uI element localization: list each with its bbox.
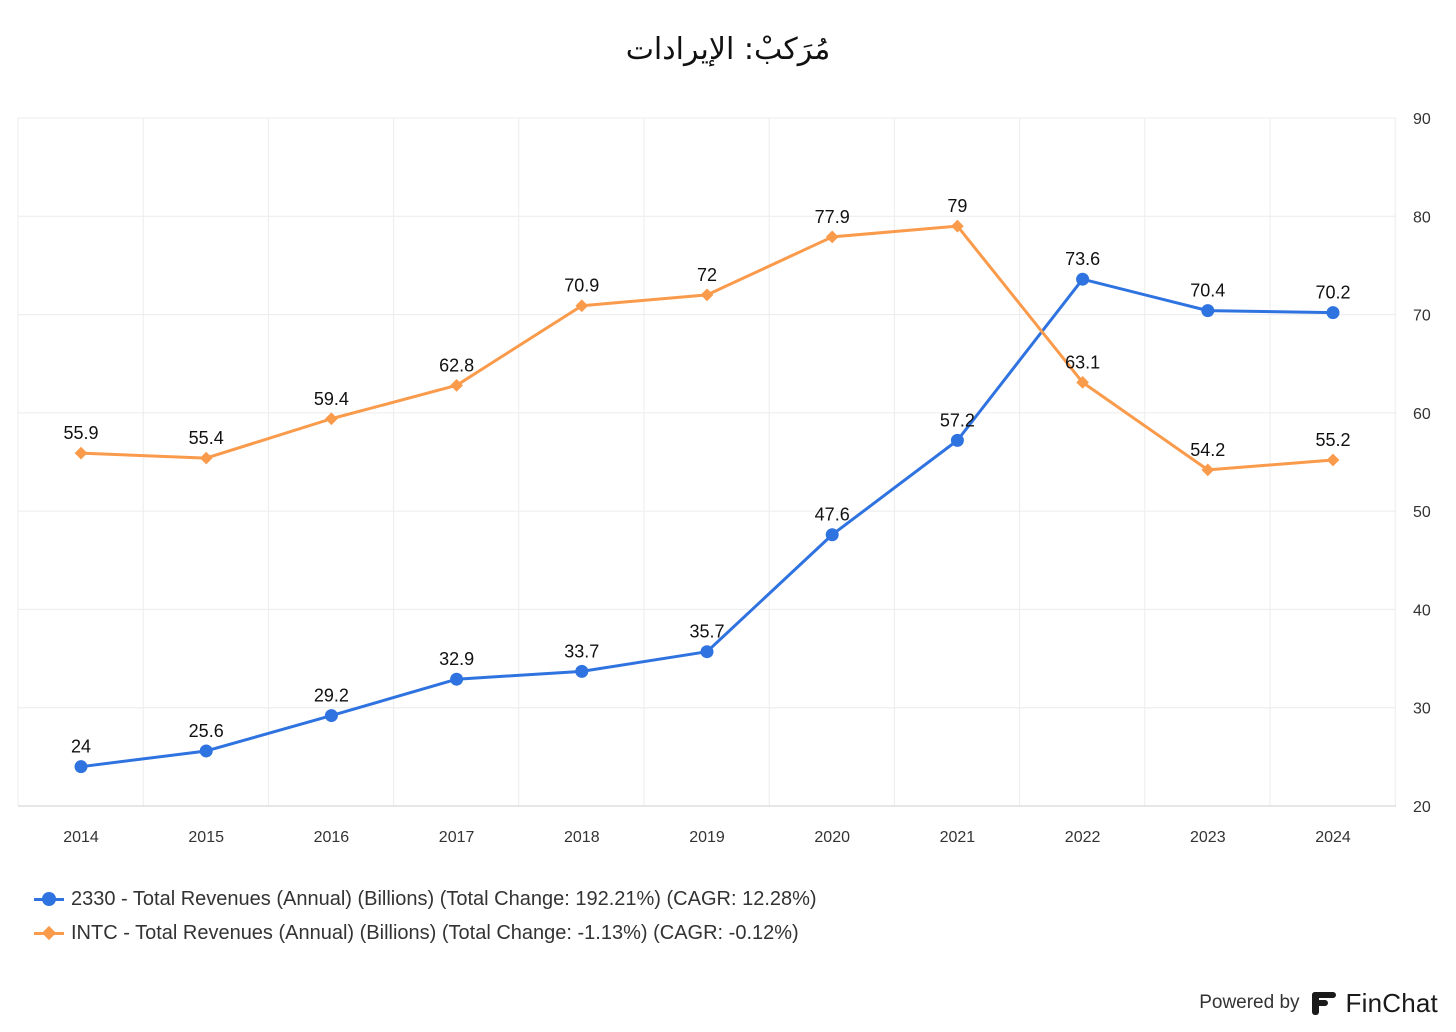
y-tick-label: 50 [1413,504,1431,521]
series-1: 55.9 55.4 59.4 62.8 70.9 72 77.9 79 63.1 54.2 55.2 [63,196,1351,477]
data-point[interactable] [1326,453,1340,467]
data-point[interactable] [199,451,213,465]
data-label: 63.1 [1065,352,1100,372]
data-label: 32.9 [439,649,474,669]
data-point[interactable] [950,433,964,447]
data-point[interactable] [575,664,589,678]
data-label: 24 [71,737,91,757]
data-point[interactable] [1326,306,1340,320]
data-label: 77.9 [815,207,850,227]
y-tick-label: 40 [1413,602,1431,619]
data-label: 47.6 [815,505,850,525]
x-tick-label: 2024 [1315,829,1351,846]
finchat-brand-name: FinChat [1345,987,1438,1018]
powered-by[interactable]: Powered by FinChat [1199,986,1438,1020]
legend-item-2330[interactable]: 2330 - Total Revenues (Annual) (Billions… [34,882,817,916]
data-point[interactable] [450,378,463,392]
x-axis: 2014 2015 2016 2017 2018 2019 2020 2021 2022 2023… [63,829,1351,846]
data-point[interactable] [700,645,714,659]
data-label: 25.6 [189,721,224,741]
series: 24 25.6 29.2 32.9 33.7 35.7 47.6 57.2 73.6 70.4 70… [63,196,1351,774]
x-tick-label: 2021 [940,829,976,846]
data-label: 70.4 [1190,281,1225,301]
y-tick-label: 80 [1413,209,1431,226]
x-tick-label: 2018 [564,829,600,846]
data-label: 70.9 [564,276,599,296]
x-tick-label: 2019 [689,829,725,846]
data-label: 33.7 [564,641,599,661]
data-label: 35.7 [689,622,724,642]
data-label: 55.4 [189,428,224,448]
data-label: 54.2 [1190,440,1225,460]
x-tick-label: 2020 [814,829,850,846]
data-point[interactable] [325,412,338,426]
data-point[interactable] [324,709,338,723]
x-tick-label: 2023 [1190,829,1226,846]
y-tick-label: 20 [1413,799,1431,816]
x-tick-label: 2015 [188,829,224,846]
y-axis: 20 30 40 50 60 70 80 90 [1413,111,1431,816]
data-point[interactable] [1076,272,1090,286]
data-label: 72 [697,265,717,285]
data-label: 62.8 [439,355,474,375]
y-tick-label: 90 [1413,111,1431,128]
legend-label-2330: 2330 - Total Revenues (Annual) (Billions… [71,887,817,910]
data-point[interactable] [74,760,88,774]
data-point[interactable] [700,288,714,302]
grid [17,117,1396,807]
data-point[interactable] [450,672,464,686]
legend-item-intc[interactable]: INTC - Total Revenues (Annual) (Billions… [34,916,817,950]
data-point[interactable] [199,744,213,758]
x-tick-label: 2017 [439,829,475,846]
data-label: 59.4 [314,389,349,409]
y-tick-label: 70 [1413,308,1431,325]
legend: 2330 - Total Revenues (Annual) (Billions… [34,882,817,950]
powered-by-text: Powered by [1199,992,1300,1013]
data-label: 29.2 [314,686,349,706]
y-tick-label: 60 [1413,406,1431,423]
data-label: 73.6 [1065,249,1100,269]
legend-circle-icon [34,891,64,907]
data-point[interactable] [1201,304,1215,318]
data-label: 55.2 [1315,430,1350,450]
series-0: 24 25.6 29.2 32.9 33.7 35.7 47.6 57.2 73.6 70.4 70… [71,249,1351,774]
legend-label-intc: INTC - Total Revenues (Annual) (Billions… [71,921,799,944]
data-label: 70.2 [1315,283,1350,303]
y-tick-label: 30 [1413,701,1431,718]
finchat-logo-icon [1311,992,1336,1015]
x-tick-label: 2014 [63,829,99,846]
data-point[interactable] [825,528,839,542]
chart-title: مُرَكبْ: الإيرادات [625,32,831,67]
line-chart: 2014 2015 2016 2017 2018 2019 2020 2021 2022 2023… [17,111,1431,846]
data-label: 79 [947,196,967,216]
data-label: 57.2 [940,410,975,430]
data-label: 55.9 [63,423,98,443]
x-tick-label: 2022 [1065,829,1101,846]
legend-diamond-icon [34,925,64,941]
data-point[interactable] [825,230,839,244]
x-tick-label: 2016 [314,829,350,846]
data-point[interactable] [74,446,88,460]
